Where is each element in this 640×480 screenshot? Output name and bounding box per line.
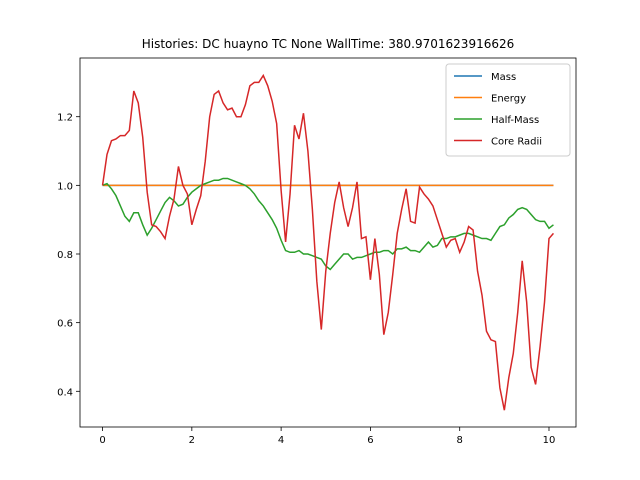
plot-frame xyxy=(79,57,577,428)
legend-label: Mass xyxy=(491,72,516,83)
x-tick-label: 0 xyxy=(99,435,105,446)
series-line xyxy=(101,73,555,411)
x-tick-label: 10 xyxy=(543,435,556,446)
y-tick-label: 0.4 xyxy=(57,387,73,398)
y-tick-label: 0.6 xyxy=(57,319,73,330)
legend-box xyxy=(445,63,571,157)
x-tick-label: 8 xyxy=(457,435,463,446)
y-tick-label: 1.2 xyxy=(57,113,73,124)
legend-label: Half-Mass xyxy=(491,115,539,126)
x-tick-label: 4 xyxy=(278,435,284,446)
legend-label: Energy xyxy=(491,94,526,105)
y-tick-label: 0.8 xyxy=(57,250,73,261)
y-tick-label: 1.0 xyxy=(57,181,73,192)
x-tick-label: 2 xyxy=(189,435,195,446)
series-line xyxy=(102,177,554,271)
x-tick-label: 6 xyxy=(367,435,373,446)
chart-title: Histories: DC huayno TC None WallTime: 3… xyxy=(142,37,515,51)
legend-label: Core Radii xyxy=(491,137,542,148)
